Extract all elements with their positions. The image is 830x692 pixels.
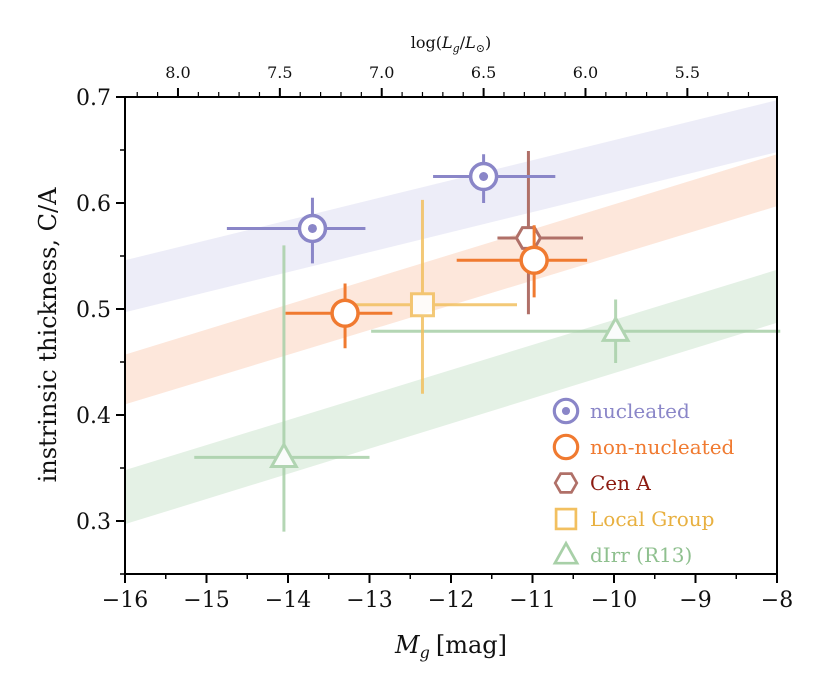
legend-marker-dot [561,406,571,416]
x-tick-label: −14 [265,588,311,613]
top-tick-label: 6.0 [573,63,598,82]
legend-marker [554,507,578,531]
x-tick-label: −12 [428,588,474,613]
legend: nucleated non-nucleated Cen A Local Group dI… [552,397,735,567]
y-tick-label: 0.3 [76,510,111,535]
legend-marker [552,397,580,425]
x-axis-label-sub: g [420,643,430,662]
x-tick-label: −9 [679,588,711,613]
y-tick-label: 0.4 [76,404,111,429]
legend-label: Local Group [590,507,714,531]
cen-a-marker-1 [514,226,543,250]
non-nucleated-marker-2-ring [519,245,549,275]
x-axis-label-main: M [394,631,421,659]
legend-entry: nucleated [552,397,690,425]
x-tick-label: −10 [591,588,637,613]
y-tick-label: 0.6 [76,192,111,217]
top-axis-label: log(Lg/L⊙) [411,33,491,55]
top-tick-label: 5.5 [675,63,700,82]
cen-a-marker-1-hexagon [514,226,543,250]
non-nucleated-marker-1 [330,298,360,328]
nucleated-point-1 [226,197,366,264]
trend-bands [125,100,777,525]
legend-label: dIrr (R13) [590,543,692,567]
y-tick-label: 0.7 [76,86,111,111]
nucleated-marker-1-dot [307,223,317,233]
top-axis-label-suffix: ) [485,33,491,52]
nucleated-marker-2-dot [479,172,489,181]
nucleated-marker-2 [468,161,499,192]
non-nucleated-marker-2 [519,245,549,275]
legend-label: non-nucleated [590,435,735,459]
y-axis-label: instrinsic thickness, C/A [34,187,62,483]
top-tick-label: 8.0 [165,63,190,82]
non-nucleated-point-2 [456,225,588,298]
legend-marker [552,540,580,565]
legend-marker [553,472,579,494]
dirr-r13-marker-2 [600,315,631,342]
nucleated-point-2 [433,154,556,203]
local-group-marker-1 [409,292,435,318]
legend-entry: Local Group [554,507,714,531]
legend-entry: dIrr (R13) [552,540,692,567]
legend-marker-hexagon [553,472,579,494]
top-axis-label-l2: L [464,33,476,52]
local-group-point-1 [351,199,518,394]
legend-marker-triangle [552,540,580,565]
legend-label: nucleated [590,399,690,423]
y-tick-label: 0.5 [76,298,111,323]
dirr-band [125,269,777,525]
x-tick-label: −16 [102,588,148,613]
dirr-r13-point-1 [194,245,370,532]
dirr-r13-marker-1-triangle [269,441,299,468]
non-nucleated-band [125,154,777,405]
x-tick-label: −15 [183,588,229,613]
nucleated-marker-1 [297,213,328,244]
x-axis-label: Mg [mag] [394,631,507,662]
top-tick-label: 6.5 [471,63,496,82]
axis-ticks: −16 −15 −14 −13 −12 −11 −10 −9 −8 0.3 0.4 0.5 0.6 0.7… [76,63,793,613]
dirr-r13-marker-2-triangle [600,315,631,342]
legend-label: Cen A [590,471,651,495]
legend-entry: non-nucleated [552,433,735,461]
x-tick-label: −13 [346,588,392,613]
top-axis-label-prefix: log( [411,33,442,52]
top-axis-label-slash: / [460,33,466,52]
non-nucleated-marker-1-ring [330,298,360,328]
non-nucleated-point-1 [285,283,393,349]
top-tick-label: 7.0 [369,63,394,82]
top-tick-label: 7.5 [267,63,292,82]
x-tick-label: −8 [761,588,793,613]
x-axis-label-unit: [mag] [436,631,507,659]
top-axis-label-l1: L [441,33,453,52]
top-axis-label-s2: ⊙ [476,42,485,55]
top-axis-label-s1: g [453,42,460,55]
local-group-marker-1-square [409,292,435,318]
dirr-r13-point-2 [371,299,781,364]
legend-marker-ring [552,433,580,461]
data-points [194,151,781,532]
legend-entry: Cen A [553,471,651,495]
legend-marker-square [554,507,578,531]
dirr-r13-marker-1 [269,441,299,468]
legend-marker [552,433,580,461]
x-tick-label: −11 [509,588,555,613]
nucleated-band [125,100,777,313]
